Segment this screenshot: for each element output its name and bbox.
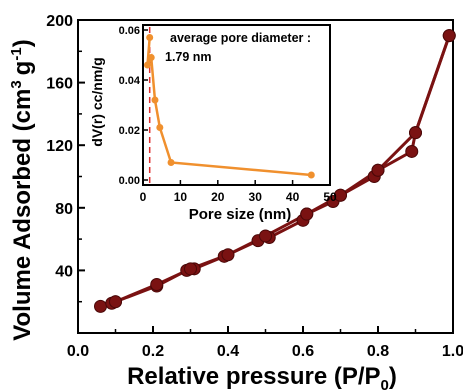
x-tick-label: 0.0 bbox=[67, 343, 89, 360]
y-tick-label: 40 bbox=[55, 263, 73, 280]
inset-x-tick-label: 50 bbox=[323, 190, 337, 204]
desorption-line bbox=[114, 35, 451, 304]
desorption-point bbox=[442, 29, 456, 43]
x-tick-label: 0.6 bbox=[292, 343, 314, 360]
inset-y-tick-label: 0.02 bbox=[119, 125, 140, 137]
desorption-point bbox=[259, 229, 272, 243]
x-tick-label: 1.0 bbox=[442, 343, 463, 360]
y-tick-label: 120 bbox=[46, 138, 73, 155]
inset-y-tick-label: 0.04 bbox=[119, 75, 141, 87]
pore-size-point bbox=[167, 159, 175, 166]
x-tick-label: 0.2 bbox=[142, 343, 164, 360]
y-tick-label: 160 bbox=[46, 76, 73, 93]
inset-series bbox=[143, 27, 315, 183]
x-axis-label: Relative pressure (P/P0) bbox=[127, 363, 397, 390]
y-tick-label: 80 bbox=[55, 201, 73, 218]
inset-y-tick-label: 0.00 bbox=[119, 175, 140, 187]
desorption-point bbox=[334, 188, 347, 202]
y-tick-label: 200 bbox=[46, 13, 73, 30]
desorption-point bbox=[150, 277, 164, 291]
inset-ticks: 0 10 20 30 40 50 0.00 0.02 0.04 0.06 bbox=[119, 25, 337, 204]
inset-x-tick-label: 10 bbox=[174, 190, 188, 204]
pore-size-point bbox=[151, 96, 159, 104]
main-series bbox=[94, 29, 456, 313]
inset-y-tick-label: 0.06 bbox=[119, 25, 140, 37]
pore-size-point bbox=[143, 61, 151, 69]
desorption-point bbox=[184, 262, 197, 276]
inset-x-tick-label: 0 bbox=[140, 190, 147, 204]
pore-size-point bbox=[147, 54, 155, 61]
inset-x-tick-label: 40 bbox=[286, 190, 300, 204]
inset-x-axis-label: Pore size (nm) bbox=[189, 206, 292, 223]
desorption-point bbox=[109, 295, 122, 309]
inset-x-tick-label: 20 bbox=[211, 190, 225, 204]
desorption-point bbox=[221, 248, 235, 262]
pore-size-point bbox=[307, 171, 315, 179]
adsorption-point bbox=[94, 299, 107, 313]
x-tick-label: 0.8 bbox=[367, 343, 389, 360]
adsorption-point bbox=[405, 144, 419, 158]
y-axis-label: Volume Adsorbed (cm3g-1) bbox=[8, 39, 36, 340]
desorption-point bbox=[371, 163, 385, 177]
pore-size-point bbox=[156, 124, 164, 131]
pore-size-point bbox=[146, 34, 154, 41]
desorption-point bbox=[409, 126, 422, 140]
desorption-point bbox=[300, 207, 314, 221]
x-tick-label: 0.4 bbox=[217, 343, 239, 360]
inset-x-tick-label: 30 bbox=[249, 190, 263, 204]
inset-y-axis-label: dV(r) cc/nm/g bbox=[89, 57, 105, 146]
inset-plot-frame bbox=[142, 24, 331, 186]
inset-annotation-line2: 1.79 nm bbox=[165, 50, 212, 64]
inset-annotation-line1: average pore diameter : bbox=[170, 31, 311, 45]
